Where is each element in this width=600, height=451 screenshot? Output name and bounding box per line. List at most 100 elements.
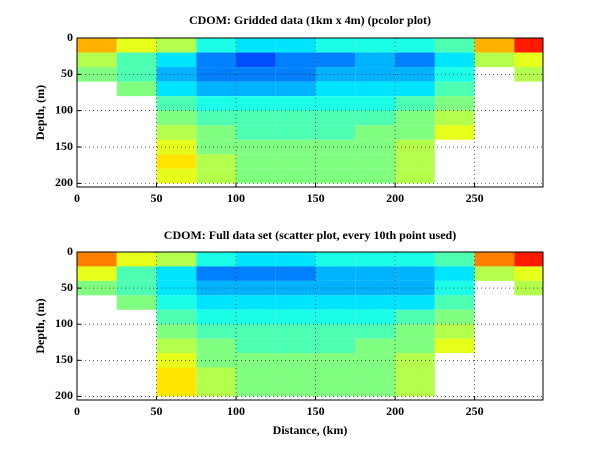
- cell: [315, 96, 356, 111]
- cell: [514, 252, 543, 267]
- cell: [474, 38, 515, 53]
- cell: [355, 338, 396, 354]
- cell: [116, 52, 157, 68]
- cell: [275, 309, 316, 325]
- cell: [355, 52, 396, 68]
- cell: [315, 125, 356, 140]
- y-tick-label: 0: [67, 30, 73, 44]
- cell: [355, 110, 396, 126]
- cell: [395, 52, 435, 68]
- cell: [196, 110, 237, 126]
- cell: [315, 309, 356, 325]
- cell: [116, 280, 157, 296]
- cell: [275, 110, 316, 126]
- x-tick-label: 200: [386, 191, 404, 205]
- cell: [315, 338, 356, 354]
- cell: [395, 309, 435, 325]
- cell: [395, 295, 435, 310]
- cell: [434, 110, 475, 126]
- cell: [434, 67, 475, 82]
- cell: [275, 81, 316, 97]
- cell: [395, 67, 435, 82]
- cell: [275, 324, 316, 339]
- cell: [196, 266, 237, 281]
- x-tick-label: 150: [307, 191, 325, 205]
- cell: [315, 252, 356, 267]
- cell: [315, 81, 356, 97]
- cell: [434, 96, 475, 111]
- cell: [355, 139, 396, 155]
- cell: [77, 266, 117, 281]
- cell: [196, 154, 237, 169]
- cell: [395, 252, 435, 267]
- cell: [474, 252, 515, 267]
- y-tick-label: 200: [55, 388, 73, 402]
- cell: [474, 52, 515, 68]
- y-axis-label: Depth, (m): [33, 85, 47, 140]
- y-axis-label: Depth, (m): [33, 298, 47, 353]
- cell: [395, 381, 435, 397]
- cell: [275, 38, 316, 53]
- cell: [156, 52, 197, 68]
- cell: [434, 38, 475, 53]
- x-tick-label: 150: [307, 404, 325, 418]
- x-tick-label: 250: [466, 404, 484, 418]
- cell: [434, 324, 475, 339]
- cell: [395, 139, 435, 155]
- cell: [275, 381, 316, 397]
- cell: [395, 280, 435, 296]
- cell: [514, 52, 543, 68]
- cell: [156, 338, 197, 354]
- cell: [156, 168, 197, 184]
- cell: [355, 295, 396, 310]
- cell: [236, 367, 276, 382]
- cell: [116, 295, 157, 310]
- cell: [275, 67, 316, 82]
- cell: [315, 38, 356, 53]
- cell: [156, 252, 197, 267]
- cell: [395, 81, 435, 97]
- cell: [196, 353, 237, 368]
- y-tick-label: 50: [61, 280, 73, 294]
- cell: [315, 295, 356, 310]
- cell: [514, 38, 543, 53]
- y-tick-label: 50: [61, 66, 73, 80]
- cell: [116, 67, 157, 82]
- cell: [355, 168, 396, 184]
- chart-title: CDOM: Full data set (scatter plot, every…: [164, 228, 456, 242]
- cell: [236, 81, 276, 97]
- cell: [156, 309, 197, 325]
- cell: [156, 139, 197, 155]
- cell: [236, 280, 276, 296]
- cell: [355, 266, 396, 281]
- cell: [355, 67, 396, 82]
- x-tick-label: 0: [74, 191, 80, 205]
- cell: [236, 52, 276, 68]
- cell: [77, 252, 117, 267]
- cell: [275, 96, 316, 111]
- cell: [236, 324, 276, 339]
- cell: [156, 81, 197, 97]
- cell: [156, 367, 197, 382]
- axes-frame: [76, 37, 544, 188]
- cell: [156, 295, 197, 310]
- cell: [514, 266, 543, 281]
- cell: [395, 154, 435, 169]
- cell: [514, 280, 543, 296]
- cell: [355, 125, 396, 140]
- cell: [236, 38, 276, 53]
- x-tick-label: 50: [151, 191, 163, 205]
- cell: [514, 67, 543, 82]
- cell: [315, 110, 356, 126]
- x-tick-label: 50: [151, 404, 163, 418]
- cell: [355, 154, 396, 169]
- cell: [236, 381, 276, 397]
- cell: [196, 381, 237, 397]
- cell: [236, 125, 276, 140]
- cell: [275, 295, 316, 310]
- cell: [315, 381, 356, 397]
- cell: [196, 96, 237, 111]
- cell: [116, 81, 157, 97]
- cell: [196, 67, 237, 82]
